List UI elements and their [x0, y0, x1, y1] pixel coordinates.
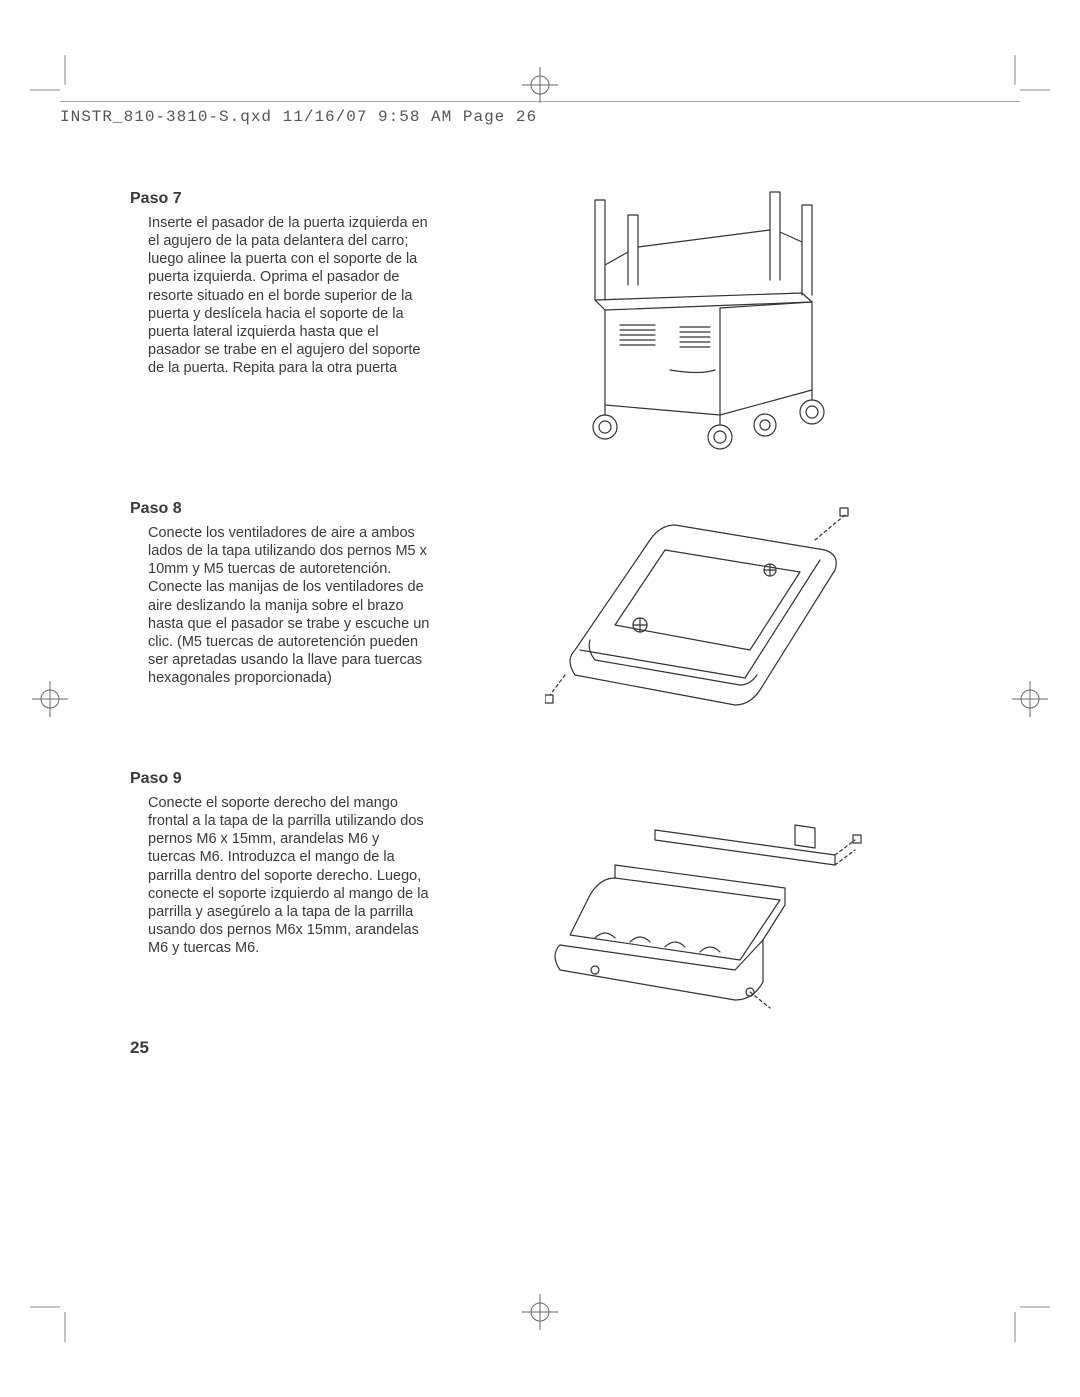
- step-7: Paso 7 Inserte el pasador de la puerta i…: [130, 190, 950, 450]
- crop-mark-tl: [30, 55, 80, 105]
- step-8-body: Conecte los ventiladores de aire a ambos…: [130, 524, 430, 687]
- header-slug: INSTR_810-3810-S.qxd 11/16/07 9:58 AM Pa…: [60, 108, 537, 126]
- step-9-illustration: [535, 770, 865, 1010]
- step-8-illustration: [545, 500, 855, 720]
- crop-mark-br: [1000, 1292, 1050, 1342]
- registration-mark-bottom: [520, 1292, 560, 1332]
- step-8: Paso 8 Conecte los ventiladores de aire …: [130, 500, 950, 720]
- registration-mark-left: [30, 679, 70, 719]
- page-number: 25: [130, 1038, 149, 1058]
- registration-mark-right: [1010, 679, 1050, 719]
- step-9-body: Conecte el soporte derecho del mango fro…: [130, 794, 430, 957]
- registration-mark-top: [520, 65, 560, 105]
- step-7-body: Inserte el pasador de la puerta izquierd…: [130, 214, 430, 377]
- crop-mark-bl: [30, 1292, 80, 1342]
- page-content: Paso 7 Inserte el pasador de la puerta i…: [130, 190, 950, 1060]
- step-9: Paso 9 Conecte el soporte derecho del ma…: [130, 770, 950, 1010]
- step-7-illustration: [550, 190, 850, 450]
- step-9-title: Paso 9: [130, 770, 430, 788]
- step-8-title: Paso 8: [130, 500, 430, 518]
- crop-mark-tr: [1000, 55, 1050, 105]
- step-7-title: Paso 7: [130, 190, 430, 208]
